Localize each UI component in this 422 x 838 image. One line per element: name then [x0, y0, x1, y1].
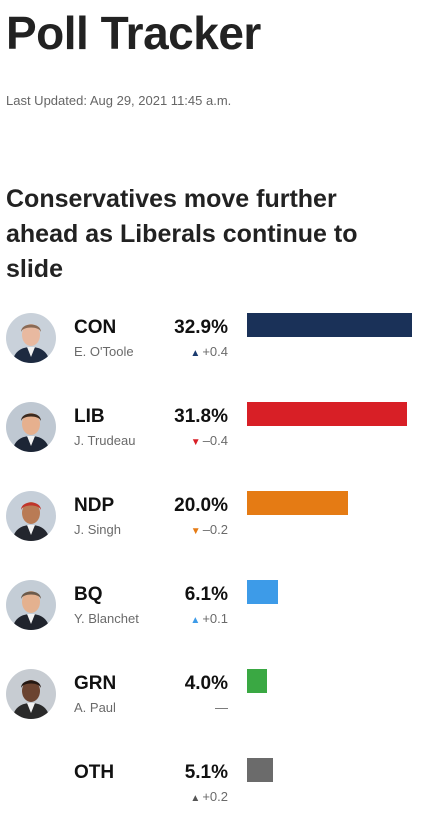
party-name: BQ [74, 584, 103, 605]
party-row-con: CON E. O'Toole 32.9% ▲ +0.4 [0, 313, 422, 393]
poll-percentage: 31.8% [174, 406, 228, 427]
otoole-photo [6, 313, 56, 363]
poll-percentage: 4.0% [184, 673, 228, 694]
arrow-up-icon: ▲ [190, 615, 201, 626]
arrow-up-icon: ▲ [190, 348, 201, 359]
change-text: +0.1 [202, 611, 228, 626]
last-updated: Last Updated: Aug 29, 2021 11:45 a.m. [6, 93, 232, 108]
party-name: NDP [74, 495, 115, 516]
trudeau-photo [6, 402, 56, 452]
leader-name: A. Paul [74, 700, 116, 715]
party-row-oth: OTH 5.1% ▲ +0.2 [0, 758, 422, 838]
bar-con [247, 313, 412, 337]
party-name: GRN [74, 673, 117, 694]
headline: Conservatives move further ahead as Libe… [6, 185, 358, 283]
party-name: OTH [74, 762, 115, 783]
bar-lib [247, 402, 407, 426]
leader-name: J. Singh [74, 522, 121, 537]
party-row-ndp: NDP J. Singh 20.0% ▼ –0.2 [0, 491, 422, 571]
party-name: CON [74, 317, 117, 338]
blanchet-photo [6, 580, 56, 630]
party-name: LIB [74, 406, 105, 427]
leader-name: J. Trudeau [74, 433, 136, 448]
party-row-lib: LIB J. Trudeau 31.8% ▼ –0.4 [0, 402, 422, 482]
change-text: — [215, 700, 228, 715]
bar-oth [247, 758, 273, 782]
page-title: Poll Tracker [6, 7, 261, 59]
bar-grn [247, 669, 267, 693]
change-text: +0.4 [202, 344, 228, 359]
leader-name: Y. Blanchet [74, 611, 139, 626]
singh-photo [6, 491, 56, 541]
bar-bq [247, 580, 278, 604]
leader-name: E. O'Toole [74, 344, 134, 359]
poll-percentage: 6.1% [184, 584, 228, 605]
poll-percentage: 32.9% [174, 317, 228, 338]
change-text: –0.4 [202, 433, 228, 448]
arrow-down-icon: ▼ [190, 437, 201, 448]
change-value: ▲ +0.1 [190, 611, 228, 626]
change-value: ▼ –0.2 [191, 522, 228, 537]
poll-percentage: 5.1% [184, 762, 228, 783]
change-text: –0.2 [202, 522, 228, 537]
arrow-up-icon: ▲ [190, 793, 201, 804]
change-value: ▲ +0.4 [190, 344, 228, 359]
change-value: ▲ +0.2 [190, 789, 228, 804]
party-row-bq: BQ Y. Blanchet 6.1% ▲ +0.1 [0, 580, 422, 660]
poll-percentage: 20.0% [174, 495, 228, 516]
arrow-down-icon: ▼ [190, 526, 201, 537]
change-text: +0.2 [202, 789, 228, 804]
paul-photo [6, 669, 56, 719]
change-value: ▼ –0.4 [191, 433, 228, 448]
change-value: — [215, 700, 228, 715]
bar-ndp [247, 491, 348, 515]
party-row-grn: GRN A. Paul 4.0% — [0, 669, 422, 749]
